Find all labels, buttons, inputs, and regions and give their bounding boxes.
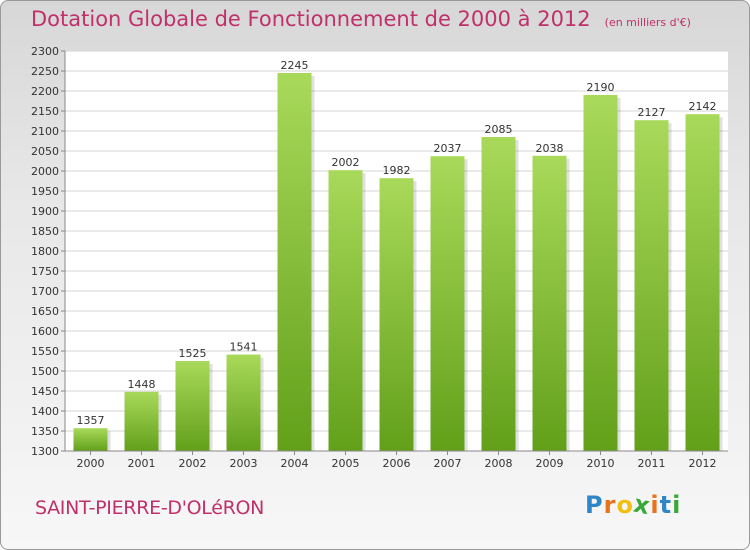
y-tick-label: 2050 bbox=[31, 145, 59, 158]
bar bbox=[277, 73, 312, 451]
y-tick-label: 1950 bbox=[31, 185, 59, 198]
y-tick-label: 2300 bbox=[31, 45, 59, 58]
logo-letter: P bbox=[585, 491, 604, 519]
bar bbox=[430, 156, 465, 451]
x-tick-label: 2010 bbox=[587, 457, 615, 470]
bar bbox=[175, 361, 210, 451]
x-tick-label: 2001 bbox=[128, 457, 156, 470]
y-tick-label: 1750 bbox=[31, 265, 59, 278]
x-tick-label: 2008 bbox=[485, 457, 513, 470]
data-label: 2085 bbox=[485, 123, 513, 136]
logo-letter: i bbox=[672, 491, 682, 519]
y-tick-label: 2150 bbox=[31, 105, 59, 118]
data-label: 1357 bbox=[77, 414, 105, 427]
x-tick-label: 2012 bbox=[689, 457, 717, 470]
data-labels: 1357 1448 1525 1541 2245 2002 1982 2037 2085 2038… bbox=[77, 59, 717, 427]
x-axis-ticks: 2000 2001 2002 2003 2004 2005 2006 2007 2008 2009… bbox=[77, 451, 717, 470]
y-tick-label: 1700 bbox=[31, 285, 59, 298]
y-tick-label: 1500 bbox=[31, 365, 59, 378]
x-tick-label: 2006 bbox=[383, 457, 411, 470]
y-tick-label: 1900 bbox=[31, 205, 59, 218]
logo-letter: r bbox=[603, 491, 617, 519]
x-tick-label: 2011 bbox=[638, 457, 666, 470]
y-tick-label: 1350 bbox=[31, 425, 59, 438]
x-tick-label: 2007 bbox=[434, 457, 462, 470]
bar bbox=[226, 354, 261, 451]
x-tick-label: 2005 bbox=[332, 457, 360, 470]
y-tick-label: 2000 bbox=[31, 165, 59, 178]
bar bbox=[481, 137, 516, 451]
y-tick-label: 1850 bbox=[31, 225, 59, 238]
data-label: 1525 bbox=[179, 347, 207, 360]
logo-letter: t bbox=[659, 491, 673, 519]
x-tick-label: 2002 bbox=[179, 457, 207, 470]
bar bbox=[532, 155, 567, 452]
data-label: 2127 bbox=[638, 106, 666, 119]
data-label: 2190 bbox=[587, 81, 615, 94]
y-tick-label: 1300 bbox=[31, 445, 59, 458]
y-tick-label: 2200 bbox=[31, 85, 59, 98]
data-label: 2002 bbox=[332, 156, 360, 169]
bar bbox=[124, 391, 159, 451]
logo-letter: o bbox=[616, 491, 634, 519]
x-tick-label: 2000 bbox=[77, 457, 105, 470]
bar bbox=[73, 428, 108, 451]
commune-name: SAINT-PIERRE-D'OLéRON bbox=[35, 497, 265, 519]
y-tick-label: 2250 bbox=[31, 65, 59, 78]
data-label: 2038 bbox=[536, 142, 564, 155]
title-row: Dotation Globale de Fonctionnement de 20… bbox=[31, 7, 691, 31]
chart-subtitle: (en milliers d'€) bbox=[604, 16, 691, 29]
data-label: 1982 bbox=[383, 164, 411, 177]
bars bbox=[73, 73, 723, 452]
y-tick-label: 1550 bbox=[31, 345, 59, 358]
y-tick-label: 2100 bbox=[31, 125, 59, 138]
data-label: 2245 bbox=[281, 59, 309, 72]
x-tick-label: 2004 bbox=[281, 457, 309, 470]
y-tick-label: 1800 bbox=[31, 245, 59, 258]
data-label: 1541 bbox=[230, 341, 258, 354]
chart-title: Dotation Globale de Fonctionnement de 20… bbox=[31, 7, 591, 31]
y-tick-label: 1400 bbox=[31, 405, 59, 418]
x-tick-label: 2003 bbox=[230, 457, 258, 470]
proxiti-logo[interactable]: Proxiti bbox=[585, 490, 682, 521]
y-tick-label: 1650 bbox=[31, 305, 59, 318]
bar bbox=[379, 178, 414, 451]
bar bbox=[685, 114, 720, 451]
y-tick-label: 1450 bbox=[31, 385, 59, 398]
bar bbox=[328, 170, 363, 451]
data-label: 2142 bbox=[689, 100, 717, 113]
bar bbox=[583, 95, 618, 451]
y-tick-label: 1600 bbox=[31, 325, 59, 338]
data-label: 1448 bbox=[128, 378, 156, 391]
y-axis-ticks: 1300 1350 1400 1450 1500 1550 1600 1650 1700 1750… bbox=[31, 45, 65, 458]
x-tick-label: 2009 bbox=[536, 457, 564, 470]
data-label: 2037 bbox=[434, 142, 462, 155]
logo-letter: i bbox=[650, 491, 660, 519]
bar bbox=[634, 120, 669, 451]
